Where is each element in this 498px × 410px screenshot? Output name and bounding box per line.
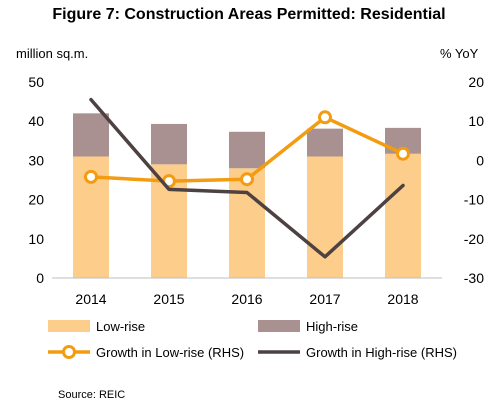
right-tick-label: -30 — [464, 270, 484, 286]
bar-series — [73, 113, 421, 278]
legend-swatch-high-rise — [258, 320, 300, 332]
left-tick-label: 20 — [28, 192, 44, 208]
marker-low-rise-growth-2014 — [84, 169, 98, 184]
marker-low-rise-growth-2017 — [318, 110, 332, 125]
legend-label-low-rise: Low-rise — [96, 319, 145, 334]
marker-low-rise-growth-2016 — [240, 172, 254, 187]
left-tick-label: 30 — [28, 152, 44, 168]
right-tick-label: 10 — [468, 113, 484, 129]
legend-label-high-rise-growth: Growth in High-rise (RHS) — [306, 345, 457, 360]
right-tick-label: -20 — [464, 231, 484, 247]
legend-label-low-rise-growth: Growth in Low-rise (RHS) — [96, 345, 244, 360]
left-axis-unit: million sq.m. — [16, 46, 88, 61]
legend-label-high-rise: High-rise — [306, 319, 358, 334]
x-tick-label: 2018 — [387, 291, 418, 307]
x-tick-label: 2016 — [231, 291, 262, 307]
left-tick-label: 10 — [28, 231, 44, 247]
axes: 0 10 20 30 40 50 -30 -20 -10 0 10 20 2014 2015 2016 201… — [28, 74, 484, 307]
marker-low-rise-growth-2018 — [396, 146, 410, 161]
bar-high-rise-2015 — [151, 123, 187, 165]
legend-marker-low-rise-growth — [62, 345, 76, 359]
bar-low-rise-2017 — [307, 156, 343, 278]
bar-high-rise-2017 — [307, 128, 343, 157]
bar-high-rise-2016 — [229, 131, 265, 169]
x-tick-label: 2015 — [153, 291, 184, 307]
line-high-rise-growth — [89, 97, 405, 259]
left-tick-label: 40 — [28, 113, 44, 129]
legend-swatch-low-rise — [48, 320, 90, 332]
bar-low-rise-2016 — [229, 168, 265, 278]
left-tick-label: 50 — [28, 74, 44, 90]
bar-high-rise-2014 — [73, 113, 109, 157]
right-tick-label: 0 — [476, 152, 484, 168]
legend: Low-rise High-rise Growth in Low-rise (RHS… — [48, 319, 457, 360]
line-series — [84, 97, 410, 259]
x-tick-label: 2014 — [75, 291, 106, 307]
chart-title: Figure 7: Construction Areas Permitted: … — [52, 6, 446, 23]
bar-low-rise-2018 — [385, 153, 421, 278]
left-tick-label: 0 — [36, 270, 44, 286]
right-tick-label: 20 — [468, 74, 484, 90]
source-note: Source: REIC — [58, 389, 126, 401]
x-tick-label: 2017 — [309, 291, 340, 307]
right-axis-unit: % YoY — [440, 46, 479, 61]
right-tick-label: -10 — [464, 192, 484, 208]
